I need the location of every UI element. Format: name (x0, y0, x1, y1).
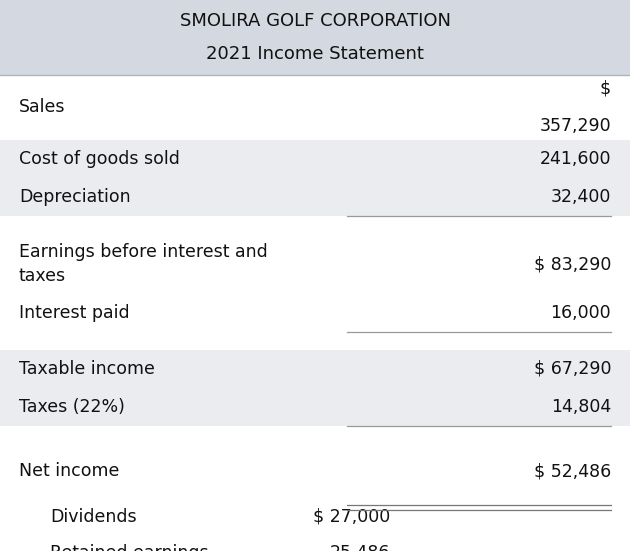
Text: 32,400: 32,400 (551, 188, 611, 206)
Bar (0, 234, 630, 294)
Bar (0, 350, 630, 388)
Bar (0, 388, 630, 426)
Bar (0, 332, 630, 350)
Bar (0, 178, 630, 216)
Text: Net income: Net income (19, 462, 119, 480)
Text: 241,600: 241,600 (540, 150, 611, 168)
Text: Earnings before interest and
taxes: Earnings before interest and taxes (19, 243, 268, 285)
Text: $ 67,290: $ 67,290 (534, 360, 611, 378)
Text: $ 52,486: $ 52,486 (534, 462, 611, 480)
Text: 25,486: 25,486 (330, 544, 391, 551)
Bar (0, 535, 630, 551)
Bar (0, 140, 630, 178)
Text: Dividends: Dividends (50, 508, 137, 526)
Text: 2021 Income Statement: 2021 Income Statement (206, 45, 424, 63)
Bar (0, 75, 630, 140)
Text: 16,000: 16,000 (551, 304, 611, 322)
Text: $: $ (600, 80, 611, 98)
Bar (0, 444, 630, 499)
Text: $ 27,000: $ 27,000 (313, 508, 391, 526)
Bar (0, 499, 630, 535)
Text: SMOLIRA GOLF CORPORATION: SMOLIRA GOLF CORPORATION (180, 12, 450, 30)
Text: Sales: Sales (19, 99, 66, 116)
Text: Taxable income: Taxable income (19, 360, 155, 378)
Text: 14,804: 14,804 (551, 398, 611, 416)
Text: $ 83,290: $ 83,290 (534, 255, 611, 273)
Bar (0, 294, 630, 332)
Bar (0, 0, 630, 75)
Bar (0, 426, 630, 444)
Text: Retained earnings: Retained earnings (50, 544, 209, 551)
Text: Taxes (22%): Taxes (22%) (19, 398, 125, 416)
Text: Depreciation: Depreciation (19, 188, 130, 206)
Text: Interest paid: Interest paid (19, 304, 130, 322)
Bar (0, 216, 630, 234)
Text: Cost of goods sold: Cost of goods sold (19, 150, 180, 168)
Text: 357,290: 357,290 (539, 117, 611, 135)
